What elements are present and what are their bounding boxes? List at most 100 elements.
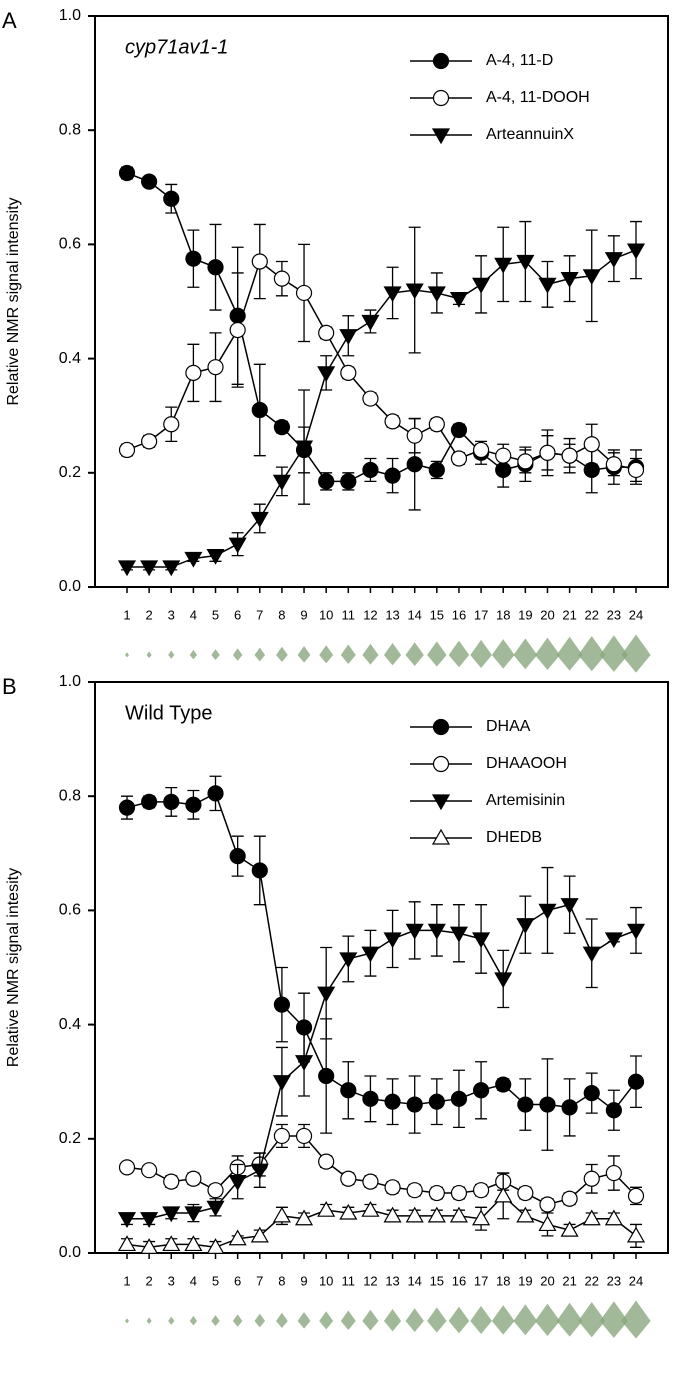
x-tick-label: 16: [452, 1273, 466, 1288]
leaf-icon: [211, 1315, 220, 1327]
x-tick-label: 6: [234, 607, 241, 622]
x-tick-label: 20: [540, 607, 554, 622]
data-point: [361, 1200, 380, 1217]
x-tick-label: 22: [585, 1273, 599, 1288]
data-point: [472, 1082, 490, 1099]
data-point: [428, 416, 445, 433]
leaf-icon: [513, 638, 538, 670]
x-tick-label: 19: [518, 1273, 532, 1288]
x-tick-label: 13: [385, 607, 399, 622]
x-tick-label: 1: [123, 607, 130, 622]
data-point: [118, 799, 136, 816]
data-point: [317, 1200, 336, 1217]
plot-frame: [94, 15, 669, 588]
data-point: [340, 1170, 357, 1187]
data-point: [163, 190, 180, 207]
data-point: [450, 1184, 468, 1202]
data-point: [538, 1215, 557, 1232]
data-point: [406, 456, 423, 473]
series-line: [126, 792, 637, 1112]
data-point: [228, 537, 247, 554]
data-point: [251, 253, 268, 270]
x-tick-label: 10: [319, 607, 333, 622]
data-point: [362, 461, 379, 479]
data-point: [207, 1182, 224, 1199]
leaf-icon: [276, 1312, 288, 1329]
leaf-icon: [621, 634, 651, 673]
leaf-icon: [211, 649, 220, 661]
y-tick-label: 1.0: [59, 7, 81, 24]
data-point: [251, 862, 268, 879]
data-point: [318, 1067, 335, 1085]
series-line: [126, 260, 637, 471]
x-tick-label: 7: [256, 1273, 263, 1288]
data-point: [605, 456, 622, 473]
y-tick-label: 0.0: [59, 578, 81, 595]
leaf-icon: [448, 1306, 470, 1334]
data-point: [318, 473, 335, 490]
data-point: [472, 1182, 490, 1199]
leaf-icon: [491, 639, 515, 669]
data-point: [318, 324, 335, 342]
data-point: [163, 1173, 180, 1190]
x-tick-label: 5: [212, 1273, 219, 1288]
series: [118, 223, 645, 483]
leaf-icon: [470, 639, 492, 668]
data-point: [295, 1055, 314, 1071]
data-point: [207, 785, 224, 802]
y-tick-label: 0.4: [59, 1016, 81, 1033]
data-point: [517, 1184, 534, 1202]
data-point: [185, 364, 202, 381]
data-point: [428, 461, 445, 479]
leaf-icon: [297, 646, 311, 663]
data-point: [539, 1096, 556, 1113]
data-point: [405, 283, 424, 300]
leaf-icon: [125, 1318, 129, 1324]
data-point: [273, 419, 291, 436]
leaf-icon: [427, 641, 447, 667]
data-point: [162, 1206, 181, 1223]
data-point: [250, 1226, 269, 1243]
data-point: [185, 796, 202, 813]
data-point: [141, 793, 158, 811]
data-point: [117, 560, 137, 577]
leaf-icon: [146, 651, 152, 659]
data-point: [273, 1127, 291, 1145]
data-point: [272, 1075, 291, 1091]
data-point: [318, 1153, 335, 1170]
data-point: [472, 277, 491, 294]
data-point: [405, 1206, 424, 1223]
data-point: [539, 444, 556, 461]
x-tick-label: 18: [496, 607, 510, 622]
x-tick-label: 12: [363, 1273, 377, 1288]
leaf-icon: [362, 1309, 379, 1331]
x-tick-label: 24: [629, 607, 643, 622]
data-point: [428, 1184, 445, 1202]
data-point: [163, 793, 180, 811]
data-point: [406, 1096, 423, 1113]
data-point: [141, 1162, 158, 1179]
data-point: [561, 1190, 578, 1207]
x-tick-label: 22: [585, 607, 599, 622]
x-tick-label: 17: [474, 607, 488, 622]
y-axis-label: Relative NMR signal intesity: [5, 868, 22, 1067]
y-tick-label: 0.4: [59, 350, 81, 367]
leaf-icon: [189, 1315, 198, 1326]
leaf-icon: [513, 1304, 538, 1336]
data-point: [560, 1220, 579, 1237]
x-tick-label: 2: [146, 1273, 153, 1288]
data-point: [162, 560, 181, 577]
x-tick-label: 19: [518, 607, 532, 622]
x-tick-label: 15: [430, 1273, 444, 1288]
x-tick-label: 4: [190, 607, 197, 622]
data-point: [583, 436, 600, 453]
x-tick-label: 13: [385, 1273, 399, 1288]
data-point: [184, 551, 203, 568]
x-tick-label: 10: [319, 1273, 333, 1288]
data-point: [140, 1238, 159, 1254]
legend-label: DHAAOOH: [486, 755, 567, 772]
panel-label: B: [2, 674, 17, 699]
x-tick-label: 8: [278, 1273, 285, 1288]
y-tick-label: 0.6: [59, 236, 81, 253]
x-tick-label: 14: [407, 607, 421, 622]
